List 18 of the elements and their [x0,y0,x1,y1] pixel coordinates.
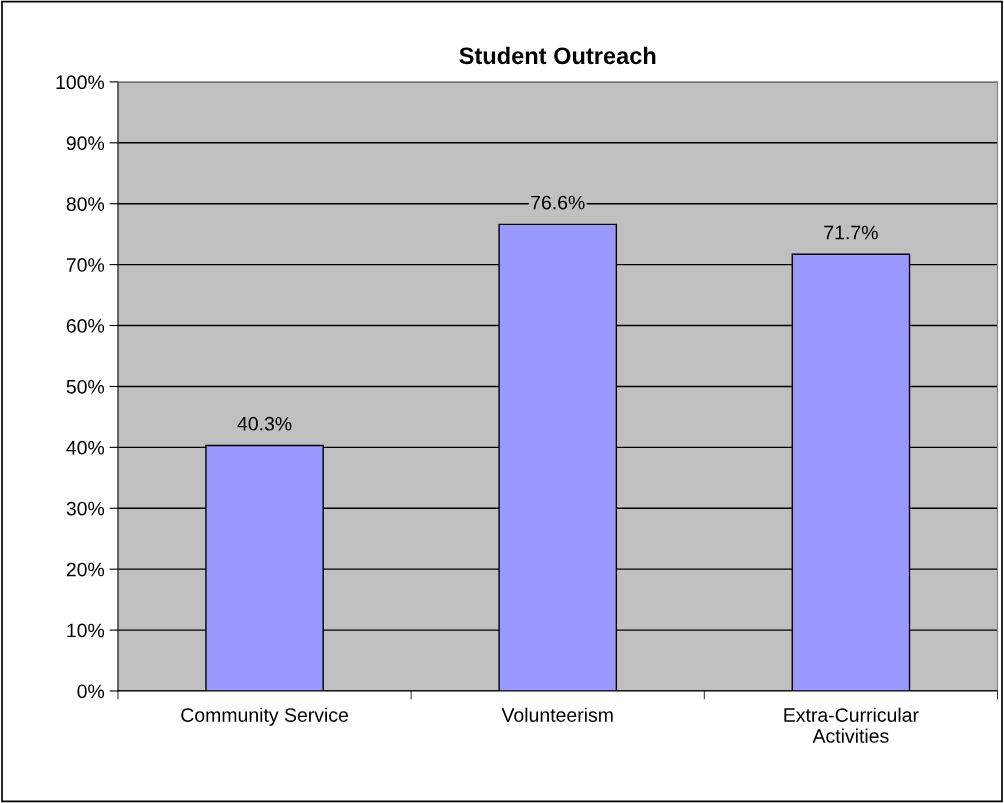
y-tick-label: 70% [66,258,105,272]
x-tick-label: Extra-Curricular Activities [784,707,919,743]
chart-title: Student Outreach [459,46,656,65]
x-tick-label: Community Service [181,707,348,726]
data-label: 40.3% [237,416,292,431]
data-label: 76.6% [531,195,585,210]
y-tick-label: 50% [66,379,105,394]
y-tick-label: 100% [56,75,105,90]
y-tick-label: 60% [66,319,105,333]
x-tick-label: Volunteerism [501,707,613,722]
y-tick-label: 90% [66,136,105,151]
y-tick-label: 80% [66,197,105,211]
y-tick-label: 30% [66,501,105,516]
data-label: 71.7% [824,225,878,240]
y-tick-label: 20% [66,562,105,577]
y-tick-label: 0% [77,684,105,699]
y-tick-label: 40% [66,440,105,455]
y-tick-label: 10% [67,623,105,638]
